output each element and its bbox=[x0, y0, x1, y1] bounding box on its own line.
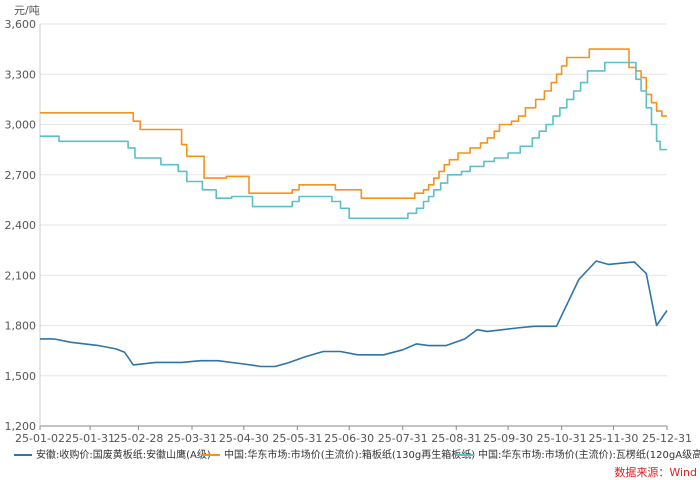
x-tick-label: 25-03-31 bbox=[167, 432, 217, 445]
source-note: 数据来源：Wind bbox=[614, 465, 697, 479]
x-tick-label: 25-02-28 bbox=[113, 432, 163, 445]
x-tick-label: 25-01-31 bbox=[65, 432, 115, 445]
x-tick-label: 25-07-31 bbox=[378, 432, 428, 445]
series-lines bbox=[40, 48, 668, 368]
x-tick-label: 25-10-31 bbox=[537, 432, 587, 445]
x-tick-label: 25-01-02 bbox=[15, 432, 65, 445]
y-tick-label: 3,600 bbox=[5, 18, 37, 31]
x-tick-label: 25-09-30 bbox=[483, 432, 533, 445]
x-tick-label: 25-06-30 bbox=[324, 432, 374, 445]
legend: 安徽:收购价:国废黄板纸:安徽山鹰(A级) 中国:华东市场:市场价(主流价):箱板… bbox=[14, 448, 700, 461]
y-tick-label: 3,000 bbox=[5, 119, 37, 132]
x-tick-label: 25-08-31 bbox=[431, 432, 481, 445]
x-tick-label: 25-11-30 bbox=[588, 432, 638, 445]
y-tick-label: 1,800 bbox=[5, 320, 37, 333]
y-tick-label: 1,200 bbox=[5, 420, 37, 433]
legend-label: 安徽:收购价:国废黄板纸:安徽山鹰(A级) bbox=[36, 448, 211, 461]
legend-label: 中国:华东市场:市场价(主流价):箱板纸(130g再生箱板纸) bbox=[224, 448, 475, 461]
series-line-2 bbox=[40, 48, 667, 199]
series-line-3 bbox=[40, 61, 667, 220]
x-tick-label: 25-04-30 bbox=[219, 432, 269, 445]
y-tick-label: 2,700 bbox=[5, 169, 37, 182]
grid-lines bbox=[40, 23, 667, 427]
y-tick-label: 2,100 bbox=[5, 269, 37, 282]
y-tick-label: 1,500 bbox=[5, 370, 37, 383]
y-tick-label: 2,400 bbox=[5, 219, 37, 232]
y-tick-label: 3,300 bbox=[5, 68, 37, 81]
x-tick-label: 25-05-31 bbox=[272, 432, 322, 445]
x-tick-label: 25-12-31 bbox=[642, 432, 692, 445]
y-axis-ticks: 1,200 1,500 1,800 2,100 2,400 2,700 3,000 3,300… bbox=[5, 18, 37, 433]
legend-label: 中国:华东市场:市场价(主流价):瓦楞纸(120gA级高强) bbox=[478, 448, 700, 461]
y-unit-label: 元/吨 bbox=[14, 4, 40, 17]
series-line-1 bbox=[40, 260, 668, 368]
